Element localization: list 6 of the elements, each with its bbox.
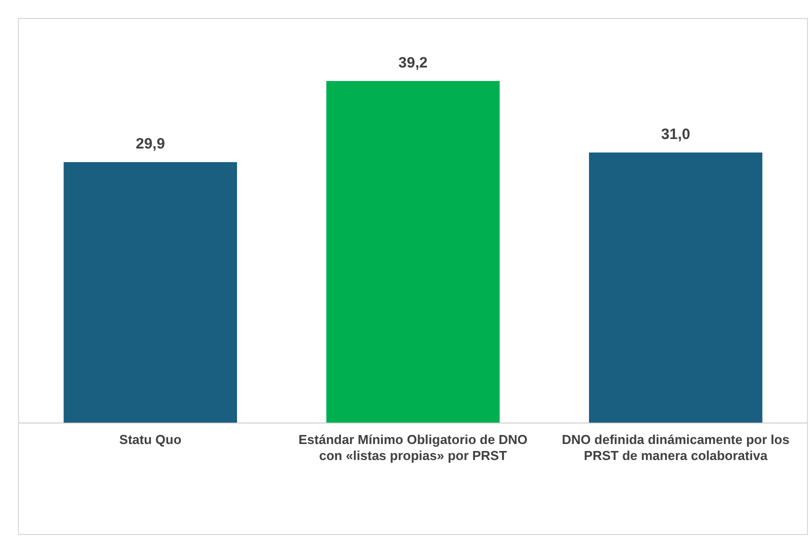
data-label: 39,2: [398, 54, 428, 72]
x-tick-label: DNO definida dinámicamente por los PRST de manera colaborativa: [562, 432, 790, 463]
data-label: 31,0: [661, 126, 690, 144]
x-tick-label: Statu Quo: [119, 432, 182, 448]
x-tick-label: Estándar Mínimo Obligatorio de DNO con «listas propias» por PRST: [298, 432, 528, 463]
data-label: 29,9: [136, 136, 165, 153]
